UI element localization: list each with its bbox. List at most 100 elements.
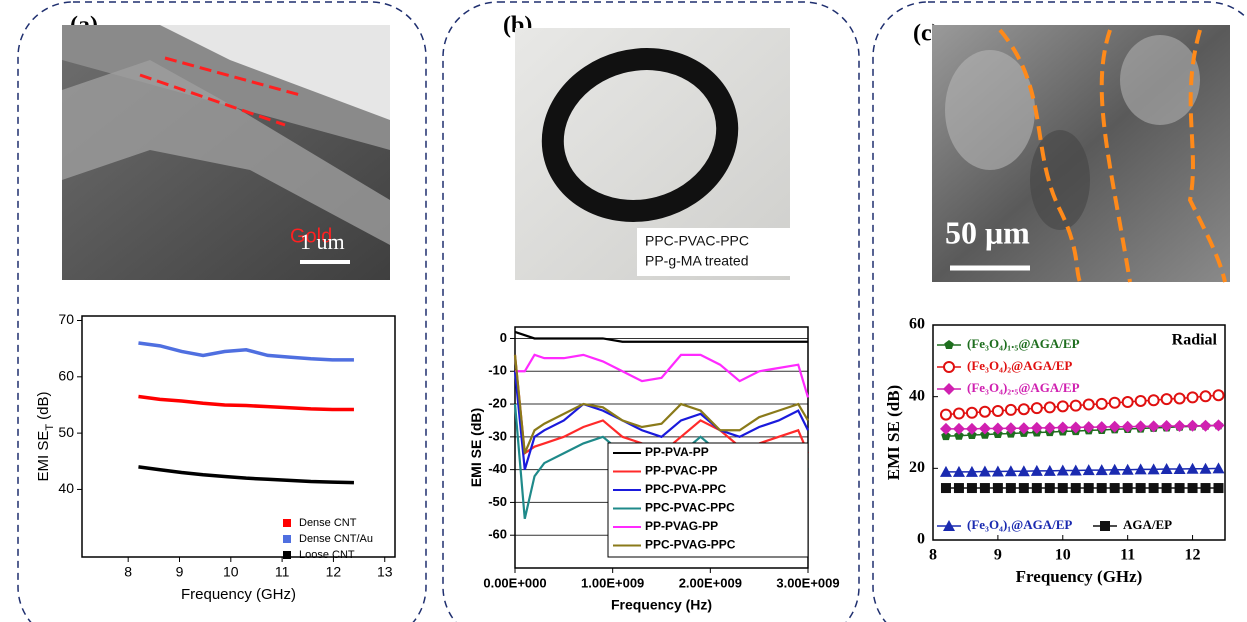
legend-marker bbox=[943, 383, 955, 395]
series-line bbox=[515, 332, 808, 342]
legend-label: PPC-PVA-PPC bbox=[645, 482, 726, 496]
series-line bbox=[138, 397, 354, 410]
marker bbox=[1110, 398, 1120, 408]
x-axis-label: Frequency (GHz) bbox=[181, 586, 296, 603]
chart: 020406089101112Frequency (GHz)EMI SE (dB… bbox=[884, 316, 1225, 586]
y-tick-label: 50 bbox=[58, 424, 74, 440]
legend-label: (Fe₃O₄)₁.₅@AGA/EP bbox=[967, 336, 1080, 351]
legend: PP-PVA-PP PP-PVAC-PP PPC-PVA-PPC PPC-PVAC-P… bbox=[608, 443, 808, 557]
marker bbox=[967, 408, 977, 418]
marker bbox=[941, 410, 951, 420]
legend-marker bbox=[1100, 521, 1110, 531]
series-line bbox=[138, 467, 354, 483]
marker bbox=[940, 423, 952, 435]
legend-swatch bbox=[283, 535, 291, 543]
marker bbox=[1045, 483, 1055, 493]
marker bbox=[1032, 403, 1042, 413]
marker bbox=[1071, 483, 1081, 493]
image-label: PPC-PVAC-PPC bbox=[645, 233, 749, 249]
x-tick-label: 8 bbox=[929, 547, 937, 564]
annotation: Radial bbox=[1172, 332, 1218, 349]
legend-marker bbox=[944, 340, 954, 349]
marker bbox=[1136, 483, 1146, 493]
legend-label: PP-PVAC-PP bbox=[645, 464, 717, 478]
page: (a) (b) (c) Gold 1 um PPC-PVAC-PPC PP-g-… bbox=[0, 0, 1247, 622]
marker bbox=[980, 407, 990, 417]
marker bbox=[1006, 483, 1016, 493]
marker bbox=[1162, 394, 1172, 404]
x-tick-label: 9 bbox=[994, 547, 1002, 564]
y-axis-label-text: EMI SE (dB) bbox=[468, 408, 484, 487]
marker bbox=[980, 483, 990, 493]
legend-label: Dense CNT bbox=[299, 517, 357, 529]
chart: 0-10-20-30-40-50-600.00E+0001.00E+0092.0… bbox=[468, 327, 840, 613]
x-tick-label: 1.00E+009 bbox=[581, 575, 644, 590]
legend-swatch bbox=[283, 519, 291, 527]
y-axis-label: EMI SE (dB) bbox=[884, 385, 903, 480]
marker bbox=[1110, 483, 1120, 493]
legend-label: (Fe₃O₄)₂.₅@AGA/EP bbox=[967, 380, 1080, 395]
marker bbox=[1162, 483, 1172, 493]
legend-label: Dense CNT/Au bbox=[299, 533, 373, 545]
marker bbox=[953, 423, 965, 435]
x-tick-label: 12 bbox=[1185, 547, 1201, 564]
x-tick-label: 8 bbox=[124, 564, 132, 580]
series-line bbox=[138, 343, 354, 360]
x-tick-label: 10 bbox=[223, 564, 239, 580]
marker bbox=[967, 483, 977, 493]
y-axis-label: EMI SET(dB) bbox=[35, 392, 56, 482]
marker bbox=[1084, 400, 1094, 410]
legend-label: PPC-PVAC-PPC bbox=[645, 501, 735, 515]
marker bbox=[1175, 393, 1185, 403]
marker bbox=[1149, 395, 1159, 405]
x-tick-label: 2.00E+009 bbox=[679, 575, 742, 590]
marker bbox=[1200, 420, 1212, 432]
x-tick-label: 9 bbox=[176, 564, 184, 580]
scale-label: 1 um bbox=[300, 229, 345, 254]
marker bbox=[1006, 405, 1016, 415]
marker bbox=[1019, 404, 1029, 414]
x-tick-label: 11 bbox=[1120, 547, 1135, 564]
y-axis-label-unit: (dB) bbox=[35, 392, 52, 420]
y-tick-label: 60 bbox=[58, 368, 74, 384]
marker bbox=[1214, 483, 1224, 493]
figure: (a) (b) (c) Gold 1 um PPC-PVAC-PPC PP-g-… bbox=[0, 0, 1247, 622]
legend-label: PPC-PVAG-PPC bbox=[645, 538, 736, 552]
marker bbox=[1174, 420, 1186, 432]
y-tick-label: 40 bbox=[909, 387, 925, 404]
y-tick-label: -40 bbox=[488, 461, 507, 476]
marker bbox=[1032, 483, 1042, 493]
x-tick-label: 13 bbox=[377, 564, 393, 580]
legend-label: (Fe₃O₄)₂@AGA/EP bbox=[967, 358, 1072, 373]
marker bbox=[1213, 419, 1225, 431]
y-axis-label-subscript: T bbox=[44, 424, 56, 431]
marker bbox=[1148, 420, 1160, 432]
marker bbox=[954, 409, 964, 419]
y-tick-label: 40 bbox=[58, 480, 74, 496]
legend-label: (Fe₃O₄)₁@AGA/EP bbox=[967, 517, 1072, 532]
marker bbox=[1135, 420, 1147, 432]
marker bbox=[1123, 397, 1133, 407]
marker bbox=[1201, 483, 1211, 493]
marker bbox=[1097, 483, 1107, 493]
marker bbox=[1019, 483, 1029, 493]
legend-label: PP-PVAG-PP bbox=[645, 519, 718, 533]
marker bbox=[1109, 421, 1121, 433]
y-axis-label-text: EMI SE (dB) bbox=[884, 385, 903, 480]
marker bbox=[954, 483, 964, 493]
y-tick-label: 20 bbox=[909, 459, 925, 476]
marker bbox=[1188, 392, 1198, 402]
y-axis-label: EMI SE (dB) bbox=[468, 408, 484, 487]
legend-label: PP-PVA-PP bbox=[645, 445, 709, 459]
marker bbox=[993, 406, 1003, 416]
marker bbox=[1201, 391, 1211, 401]
marker bbox=[1045, 402, 1055, 412]
y-tick-label: -60 bbox=[488, 527, 507, 542]
marker bbox=[1149, 483, 1159, 493]
marker bbox=[1071, 401, 1081, 411]
y-tick-label: 60 bbox=[909, 316, 925, 333]
x-axis-label: Frequency (Hz) bbox=[611, 597, 712, 613]
x-axis-label: Frequency (GHz) bbox=[1016, 567, 1143, 586]
marker bbox=[1122, 421, 1134, 433]
